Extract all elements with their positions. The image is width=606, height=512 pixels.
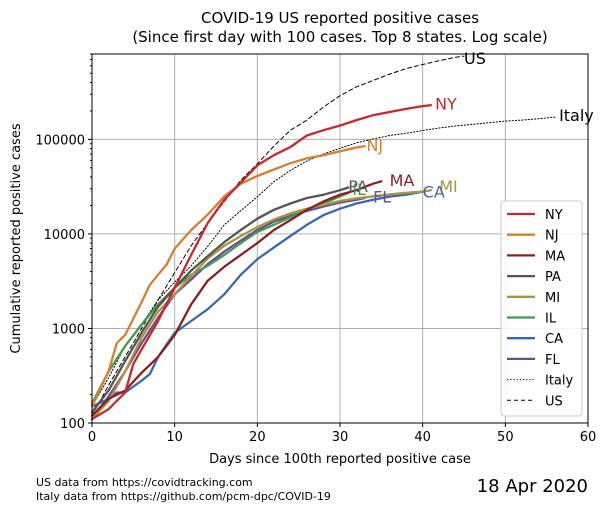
annotation-il: IL bbox=[352, 180, 366, 199]
y-axis-label: Cumulative reported positive cases bbox=[9, 123, 24, 353]
date-stamp: 18 Apr 2020 bbox=[476, 476, 588, 497]
x-tick-label: 60 bbox=[580, 430, 597, 445]
series-line-ny bbox=[90, 104, 433, 421]
x-axis-label: Days since 100th reported positive case bbox=[209, 452, 471, 467]
chart-title: COVID-19 US reported positive cases(Sinc… bbox=[132, 9, 547, 46]
source-us-note: US data from https://covidtracking.com bbox=[36, 476, 253, 489]
annotation-pa: PA bbox=[348, 177, 368, 196]
y-tick-label: 100000 bbox=[35, 133, 85, 148]
y-tick-label: 10000 bbox=[44, 228, 85, 243]
source-italy-note: Italy data from https://github.com/pcm-d… bbox=[36, 490, 331, 503]
x-tick-label: 50 bbox=[497, 430, 514, 445]
annotation-ny: NY bbox=[435, 94, 457, 113]
series-line-ca bbox=[90, 190, 424, 408]
legend-label-fl: FL bbox=[545, 353, 560, 368]
legend-label-ca: CA bbox=[545, 332, 563, 347]
legend-label-ma: MA bbox=[545, 249, 565, 264]
x-tick-label: 0 bbox=[88, 430, 96, 445]
title-line-0: COVID-19 US reported positive cases bbox=[201, 9, 479, 27]
series-line-ma bbox=[90, 180, 383, 417]
x-tick-label: 30 bbox=[332, 430, 349, 445]
legend-label-italy: Italy bbox=[545, 374, 574, 389]
legend: NY NJ MA PA MI IL CA FL Italy US bbox=[500, 200, 583, 417]
series-line-italy bbox=[91, 116, 556, 407]
x-tick-label: 10 bbox=[166, 430, 183, 445]
annotation-mi: MI bbox=[439, 177, 458, 196]
annotation-ca: CA bbox=[423, 183, 445, 202]
annotation-italy: Italy bbox=[559, 106, 594, 125]
x-tick-label: 40 bbox=[414, 430, 431, 445]
legend-label-mi: MI bbox=[545, 291, 560, 306]
legend-label-nj: NJ bbox=[545, 229, 559, 244]
y-tick-label: 1000 bbox=[52, 322, 85, 337]
legend-label-us: US bbox=[545, 394, 563, 409]
series-line-nj bbox=[90, 144, 366, 408]
series-line-fl bbox=[90, 196, 366, 421]
legend-label-ny: NY bbox=[545, 208, 563, 223]
legend-label-pa: PA bbox=[545, 270, 561, 285]
annotation-nj: NJ bbox=[366, 136, 383, 155]
series-line-us bbox=[91, 55, 465, 416]
x-tick-label: 20 bbox=[249, 430, 266, 445]
legend-label-il: IL bbox=[545, 312, 557, 327]
series-annotations: NY NJ MA PA MI IL CA FL Italy US bbox=[348, 49, 594, 207]
annotation-fl: FL bbox=[373, 187, 391, 206]
series-line-mi bbox=[90, 189, 433, 421]
annotation-ma: MA bbox=[390, 171, 415, 190]
title-line-1: (Since first day with 100 cases. Top 8 s… bbox=[132, 28, 547, 46]
annotation-us: US bbox=[464, 49, 486, 68]
y-tick-label: 100 bbox=[60, 417, 85, 432]
plot-lines bbox=[90, 55, 556, 421]
axis-ticks: 0 10 20 30 40 50 60 100 1000 10000 100000 bbox=[35, 53, 597, 445]
series-line-pa bbox=[90, 186, 350, 414]
